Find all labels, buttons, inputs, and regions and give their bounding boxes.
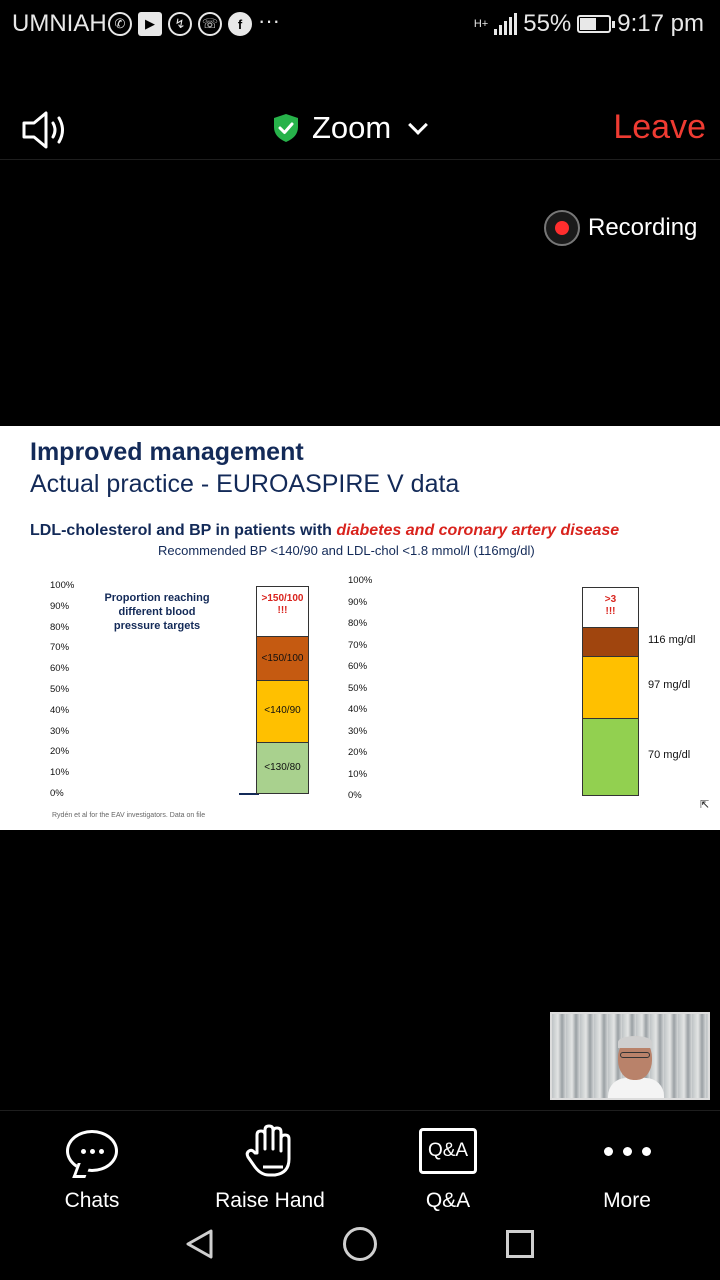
notification-icons: ✆ ▶ ↯ ☏ f [108, 12, 252, 36]
meeting-title: Zoom [312, 110, 392, 145]
speaker-icon[interactable] [20, 108, 70, 152]
home-circle-icon[interactable] [343, 1227, 377, 1261]
bp-stacked-bar: <130/80 <140/90 <150/100 >150/100!!! [256, 586, 309, 794]
system-navigation-bar [0, 1216, 720, 1280]
ldl-stacked-bar: >3!!! [582, 587, 639, 796]
chat-bubble-icon [66, 1130, 118, 1172]
more-button[interactable]: More [537, 1123, 717, 1213]
system-status: H+ 55% 9:17 pm [474, 10, 704, 38]
raise-hand-button[interactable]: Raise Hand [180, 1123, 360, 1213]
ldl-axis-tick-label: 70% [348, 639, 368, 651]
ldl-axis-tick-label: 90% [348, 596, 368, 608]
record-icon [544, 210, 580, 246]
ldl-axis-tick-label: 40% [348, 704, 368, 715]
bp-axis-tick-label: 30% [50, 725, 70, 737]
more-label: More [603, 1189, 651, 1212]
ldl-segment-label: 70 mg/dl [648, 748, 691, 761]
meeting-title-dropdown[interactable]: Zoom [272, 110, 429, 146]
raise-hand-label: Raise Hand [215, 1189, 325, 1212]
slide-title: Improved management [30, 438, 304, 466]
recording-indicator[interactable]: Recording [544, 210, 697, 246]
bp-axis-tick-label: 50% [50, 684, 70, 695]
bp-axis-tick-label: 20% [50, 746, 70, 758]
secure-shield-icon [274, 114, 298, 142]
network-type: H+ [473, 17, 489, 30]
slide-heading-prefix: LDL-cholesterol and BP in patients with [30, 522, 337, 539]
bp-axis-tick-label: 40% [50, 704, 70, 716]
bar-segment: <150/100 [257, 636, 308, 680]
recent-apps-icon[interactable] [506, 1230, 534, 1258]
bp-baseline [239, 793, 259, 795]
shared-screen: Improved management Actual practice - EU… [0, 426, 720, 830]
recording-label: Recording [588, 214, 698, 241]
hand-icon [245, 1124, 291, 1177]
more-notifications-icon: ··· [258, 8, 280, 33]
ldl-axis-tick-label: 80% [348, 618, 368, 629]
more-dots-icon [603, 1146, 651, 1156]
bar-segment: <140/90 [257, 679, 308, 742]
bp-axis-tick-label: 70% [50, 642, 70, 654]
ldl-axis-tick-label: 30% [348, 725, 368, 737]
messenger-icon: ↯ [168, 12, 192, 36]
leave-button[interactable]: Leave [613, 108, 706, 146]
battery-percent: 55% [523, 10, 572, 37]
whatsapp-icon: ☏ [198, 12, 222, 36]
chevron-down-icon [408, 115, 429, 135]
bp-axis-tick-label: 100% [50, 580, 75, 591]
bar-segment [583, 656, 638, 719]
meeting-toolbar: Chats Raise Hand Q&A Q&A More [0, 1110, 720, 1216]
bp-axis-tick-label: 90% [50, 600, 70, 612]
qa-icon: Q&A [419, 1128, 477, 1174]
ldl-axis-tick-label: 10% [348, 768, 368, 780]
ldl-axis-tick-label: 50% [348, 682, 368, 694]
bar-segment [583, 627, 638, 657]
qa-button[interactable]: Q&A Q&A [358, 1123, 538, 1213]
ldl-axis-tick-label: 60% [348, 661, 368, 672]
bar-segment: >150/100!!! [257, 587, 308, 637]
ldl-segment-label: 116 mg/dl [648, 633, 696, 646]
bar-segment [583, 718, 638, 795]
bp-axis-tick-label: 80% [50, 621, 70, 633]
slide-footnote: Rydén et al for the EAV investigators. D… [52, 812, 206, 819]
slide-recommendation: Recommended BP <140/90 and LDL-chol <1.8… [158, 543, 535, 558]
speaker-avatar [608, 1036, 664, 1098]
slide-heading-highlight: diabetes and coronary artery disease [336, 522, 620, 539]
back-triangle-icon[interactable] [184, 1228, 214, 1260]
bar-segment: <130/80 [257, 741, 308, 793]
chats-button[interactable]: Chats [2, 1123, 182, 1213]
pointer-cursor-icon: ⇱ [700, 799, 710, 811]
ldl-axis-tick-label: 0% [348, 790, 362, 801]
clock: 9:17 pm [617, 10, 704, 37]
speaker-video-thumbnail[interactable] [550, 1012, 710, 1100]
ldl-axis-tick-label: 100% [348, 575, 373, 586]
bp-axis-tick-label: 10% [50, 767, 70, 779]
signal-icon [494, 13, 518, 35]
qa-label: Q&A [425, 1189, 471, 1212]
proportion-label: Proportion reaching different blood pres… [104, 592, 210, 632]
carrier-name: UMNIAH [12, 10, 107, 37]
phone-icon: ✆ [108, 12, 132, 36]
bp-axis-tick-label: 60% [50, 663, 70, 675]
ldl-segment-label: 97 mg/dl [648, 679, 691, 692]
slide-heading: LDL-cholesterol and BP in patients with … [30, 522, 619, 540]
chats-label: Chats [64, 1189, 120, 1212]
slide-subtitle: Actual practice - EUROASPIRE V data [30, 470, 460, 498]
ldl-axis-tick-label: 20% [348, 747, 368, 758]
battery-icon [577, 15, 616, 33]
meeting-header: Zoom Leave [0, 100, 720, 160]
facebook-icon: f [228, 12, 252, 36]
video-icon: ▶ [138, 12, 162, 36]
bar-segment: >3!!! [583, 588, 638, 628]
bp-axis-tick-label: 0% [50, 788, 64, 799]
status-bar: UMNIAH ✆ ▶ ↯ ☏ f ··· H+ 55% 9:17 pm [0, 0, 720, 50]
